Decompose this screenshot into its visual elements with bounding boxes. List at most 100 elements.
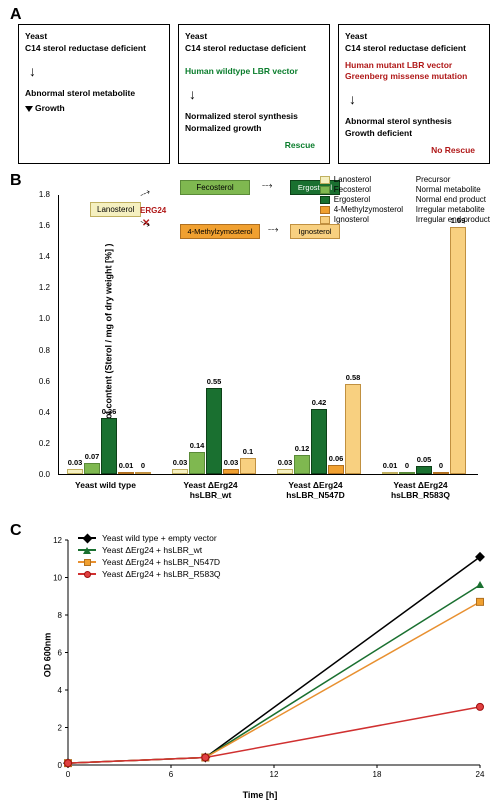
- bar-value: 0.01: [383, 461, 398, 470]
- bar-value: 0.42: [312, 398, 327, 407]
- svg-text:12: 12: [53, 536, 62, 545]
- circle-icon: [84, 571, 91, 578]
- bar-value: 1.59: [451, 216, 466, 225]
- bar-value: 0.05: [417, 455, 432, 464]
- svg-text:24: 24: [476, 770, 485, 779]
- panel-label-b: B: [10, 172, 22, 190]
- y-tick-label: 1.0: [30, 314, 50, 323]
- bar: 0: [399, 472, 415, 474]
- bar: 0: [135, 472, 151, 474]
- svg-text:6: 6: [58, 649, 63, 658]
- legend-line: [78, 537, 96, 539]
- bar: 0.03: [67, 469, 83, 474]
- bar: 0.1: [240, 458, 256, 474]
- legend-line: [78, 549, 96, 551]
- bar-group: 0.0100.0501.59: [382, 227, 466, 474]
- svg-text:6: 6: [169, 770, 174, 779]
- box3-vector2: Greenberg missense mutation: [345, 71, 483, 82]
- triangle-icon: [83, 547, 91, 554]
- svg-text:2: 2: [58, 724, 63, 733]
- box1-subtitle: C14 sterol reductase deficient: [25, 43, 163, 54]
- bar-value: 0.01: [119, 461, 134, 470]
- box2-line1: Normalized sterol synthesis: [185, 111, 323, 122]
- y-tick-label: 0.2: [30, 439, 50, 448]
- bar: 0.05: [416, 466, 432, 474]
- panel-c: Yeast wild type + empty vector Yeast ΔErg…: [30, 530, 490, 795]
- bar-value: 0.12: [295, 444, 310, 453]
- bar-value: 0: [439, 461, 443, 470]
- panel-a: Yeast C14 sterol reductase deficient ↓ A…: [18, 24, 490, 164]
- bar-value: 0.1: [243, 447, 253, 456]
- box2-title: Yeast: [185, 31, 323, 42]
- box1-growth: Growth: [35, 103, 65, 114]
- bar-value: 0.36: [102, 407, 117, 416]
- bar-chart: Sterol content (Sterol / mg of dry weigh…: [30, 175, 490, 505]
- svg-text:0: 0: [58, 761, 63, 770]
- panel-label-c: C: [10, 522, 22, 540]
- bar: 0.01: [118, 472, 134, 474]
- bar: 0.14: [189, 452, 205, 474]
- box2-result: Rescue: [185, 140, 315, 151]
- legend-line: [78, 561, 96, 563]
- x-label: Yeast wild type: [58, 480, 153, 490]
- bar-value: 0.07: [85, 452, 100, 461]
- bar: 0: [433, 472, 449, 474]
- legend-name: Yeast ΔErg24 + hsLBR_R583Q: [102, 569, 221, 579]
- box-2: Yeast C14 sterol reductase deficient Hum…: [178, 24, 330, 164]
- bar-value: 0: [141, 461, 145, 470]
- bar: 0.55: [206, 388, 222, 474]
- legend-name: Yeast wild type + empty vector: [102, 533, 217, 543]
- y-tick-label: 1.2: [30, 283, 50, 292]
- legend-c-row: Yeast ΔErg24 + hsLBR_wt: [78, 545, 221, 555]
- svg-text:12: 12: [270, 770, 279, 779]
- box1-metabolite: Abnormal sterol metabolite: [25, 88, 163, 99]
- arrow-down-icon-3: ↓: [349, 90, 483, 108]
- bar: 0.58: [345, 384, 361, 474]
- svg-text:10: 10: [53, 574, 62, 583]
- legend-c: Yeast wild type + empty vector Yeast ΔErg…: [78, 533, 221, 581]
- box2-subtitle: C14 sterol reductase deficient: [185, 43, 323, 54]
- bar-value: 0.55: [207, 377, 222, 386]
- svg-text:8: 8: [58, 611, 63, 620]
- box3-vector1: Human mutant LBR vector: [345, 60, 483, 71]
- legend-name: Yeast ΔErg24 + hsLBR_N547D: [102, 557, 220, 567]
- bar: 0.03: [223, 469, 239, 474]
- y-tick-label: 0.6: [30, 377, 50, 386]
- bar-value: 0.03: [173, 458, 188, 467]
- bar: 0.01: [382, 472, 398, 474]
- x-label: Yeast ΔErg24hsLBR_wt: [163, 480, 258, 500]
- x-label: Yeast ΔErg24hsLBR_N547D: [268, 480, 363, 500]
- bar: 0.12: [294, 455, 310, 474]
- svg-text:4: 4: [58, 686, 63, 695]
- legend-c-row: Yeast ΔErg24 + hsLBR_R583Q: [78, 569, 221, 579]
- bar-value: 0.03: [224, 458, 239, 467]
- bar-value: 0.03: [278, 458, 293, 467]
- box1-title: Yeast: [25, 31, 163, 42]
- svg-text:0: 0: [66, 770, 71, 779]
- bar-value: 0.06: [329, 454, 344, 463]
- bar-value: 0.14: [190, 441, 205, 450]
- bar-group: 0.030.140.550.030.1: [172, 388, 256, 474]
- bar: 0.03: [277, 469, 293, 474]
- legend-line: [78, 573, 96, 575]
- box-1: Yeast C14 sterol reductase deficient ↓ A…: [18, 24, 170, 164]
- bar: 0.07: [84, 463, 100, 474]
- y-tick-label: 1.4: [30, 252, 50, 261]
- legend-c-row: Yeast wild type + empty vector: [78, 533, 221, 543]
- arrow-down-icon-2: ↓: [189, 85, 323, 103]
- square-icon: [84, 559, 91, 566]
- bar: 0.42: [311, 409, 327, 474]
- y-tick-label: 0.0: [30, 470, 50, 479]
- x-axis-label-c: Time [h]: [243, 790, 278, 800]
- bar: 0.36: [101, 418, 117, 474]
- box1-growth-row: Growth: [25, 103, 163, 114]
- box3-result: No Rescue: [345, 145, 475, 156]
- x-label: Yeast ΔErg24hsLBR_R583Q: [373, 480, 468, 500]
- bar-value: 0.58: [346, 373, 361, 382]
- box3-line1: Abnormal sterol synthesis: [345, 116, 483, 127]
- box2-vector: Human wildtype LBR vector: [185, 66, 323, 77]
- y-tick-label: 1.8: [30, 190, 50, 199]
- bar-value: 0.03: [68, 458, 83, 467]
- y-tick-label: 1.6: [30, 221, 50, 230]
- arrow-down-icon: ↓: [29, 62, 163, 80]
